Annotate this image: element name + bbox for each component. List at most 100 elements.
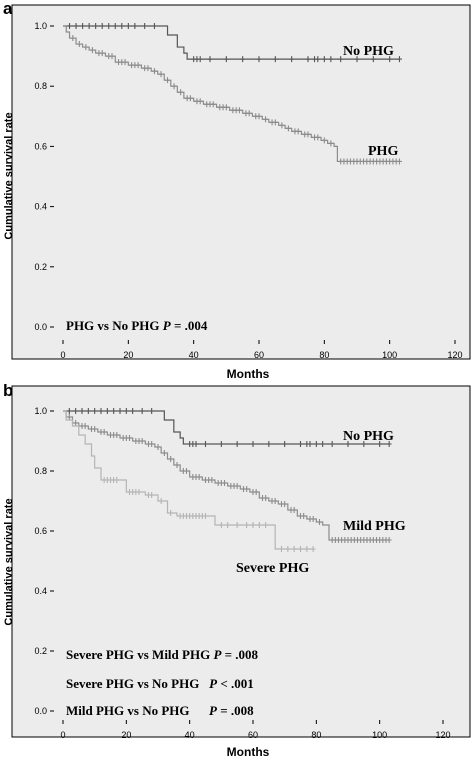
panel-b-series-no-phg-censor-mark: [386, 441, 392, 447]
panel-b-series-no-phg-line: [63, 410, 390, 445]
panel-a-series-phg-censor-mark: [285, 125, 291, 132]
panel-b-series-no-phg-censor-mark: [123, 408, 129, 414]
panel-a-series-no-phg-censor-mark: [112, 23, 118, 29]
panel-b-series-no-phg-censor-mark: [79, 408, 85, 414]
panel-b-series-severe-phg-censor-mark: [285, 546, 291, 552]
panel-a-series-no-phg-censor-mark: [396, 56, 402, 63]
panel-b-series-no-phg-censor-mark: [203, 441, 208, 447]
panel-b-series-severe-phg-censor-mark: [298, 546, 303, 552]
panel-b-series-no-phg-censor-mark: [329, 441, 335, 447]
panel-b-series-no-phg-censor-mark: [307, 441, 313, 447]
panel-a-series-no-phg-censor-mark: [370, 56, 376, 63]
panel-a-series-phg-censor-mark: [396, 158, 402, 165]
panel-a-x-tick-label: 120: [447, 350, 462, 360]
panel-b-series-no-phg-censor-mark: [98, 408, 104, 414]
panel-a-series-phg-censor-mark: [263, 116, 269, 123]
panel-b-series-mild-phg-censor-mark: [263, 495, 269, 501]
panel-b-series-mild-phg-censor-mark: [139, 438, 145, 444]
panel-b-annotation-2-suffix: < .001: [217, 676, 254, 691]
panel-a-x-tick-label: 0: [60, 350, 65, 360]
panel-b-series-mild-phg-censor-mark: [168, 456, 174, 462]
panel-a-series-phg-line: [63, 25, 400, 163]
panel-b-series-mild-phg-censor-mark: [209, 477, 215, 483]
panel-a-series-phg-censor-mark: [210, 101, 216, 108]
panel-a-series-phg-censor-mark: [89, 47, 95, 54]
panel-b-series-mild-phg-censor-mark: [161, 450, 167, 456]
panel-b-series-mild-phg-censor-mark: [114, 432, 120, 438]
panel-b-series-mild-phg-censor-mark: [301, 513, 307, 519]
panel-a-series-phg-censor-mark: [256, 113, 262, 120]
panel-b-series-severe-phg-censor-mark: [310, 546, 316, 552]
panel-b-series-no-phg-censor-mark: [117, 408, 123, 414]
panel-a-series-no-phg-censor-mark: [289, 56, 295, 63]
panel-a-x-tick-label: 60: [254, 350, 264, 360]
panel-b-annotation-1: Severe PHG vs Mild PHG P = .008: [66, 647, 259, 662]
panel-a-series-no-phg-censor-mark: [86, 23, 92, 29]
panel-b-series-no-phg-censor-mark: [282, 441, 288, 447]
panel-b-y-axis-label: Cumulative survival rate: [3, 498, 15, 625]
panel-a-series-label-phg: PHG: [368, 144, 398, 159]
panel-a-series-phg-censor-mark: [151, 68, 157, 75]
panel-b-series-mild-phg-censor-mark: [127, 435, 132, 441]
panel-a-series-phg-censor-mark: [145, 65, 151, 72]
panel-b-series-severe-phg-censor-mark: [279, 546, 284, 552]
panel-b-annotation-3-prefix: Mild PHG vs No PHG: [66, 703, 209, 718]
panel-b-series-mild-phg-censor-mark: [101, 429, 107, 435]
panel-a-annotation-p: P: [163, 318, 172, 333]
panel-a-y-tick-label: 0.4: [34, 202, 47, 212]
panel-b-series-mild-phg-censor-mark: [184, 468, 189, 474]
panel-b-series-no-phg-censor-mark: [345, 441, 351, 447]
panel-b-series-no-phg-censor-mark: [66, 408, 72, 414]
panel-a-series-no-phg-censor-mark: [67, 23, 73, 29]
panel-b-series-mild-phg-censor-mark: [66, 414, 72, 420]
panel-b-series-no-phg-censor-mark: [139, 408, 145, 414]
panel-a-y-tick-label: 0.2: [34, 262, 47, 272]
panel-a-series-no-phg-censor-mark: [240, 56, 246, 63]
panel-a-series-no-phg-censor-mark: [328, 56, 334, 63]
panel-b-series-mild-phg-censor-mark: [282, 501, 288, 507]
panel-b-series-severe-phg-censor-mark: [291, 546, 297, 552]
panel-a-series-no-phg-censor-mark: [256, 56, 262, 63]
panel-b-series-mild-phg-censor-mark: [317, 519, 322, 525]
panel-a-series-no-phg-censor-mark: [315, 56, 321, 63]
panel-b-annotation-2: Severe PHG vs No PHG P < .001: [66, 676, 254, 691]
panel-a-series-no-phg-censor-mark: [197, 56, 203, 63]
panel-a-y-tick-label: 0.0: [34, 322, 47, 332]
panel-b-y-tick-label: 0.2: [34, 646, 47, 656]
panel-b-annotation-3-suffix: = .008: [217, 703, 254, 718]
panel-b-series-no-phg-censor-mark: [218, 441, 224, 447]
panel-b-series-mild-phg-censor-mark: [291, 507, 297, 513]
panel-a-series-no-phg-censor-mark: [305, 56, 311, 63]
panel-b-x-tick-label: 20: [121, 730, 131, 740]
panel-b-series-mild-phg-censor-mark: [222, 480, 227, 486]
panel-a-y-tick-label: 0.6: [34, 141, 47, 151]
panel-a-series-no-phg-censor-mark: [125, 23, 131, 29]
panel-b-series-severe-phg-censor-mark: [203, 513, 208, 519]
panel-b-y-tick-label: 0.6: [34, 526, 47, 536]
panel-b-series-label-mild-phg: Mild PHG: [343, 519, 406, 534]
panel-b-series-mild-phg-censor-mark: [253, 489, 259, 495]
panel-a-x-tick-label: 40: [189, 350, 199, 360]
panel-b-series-mild-phg-censor-mark: [149, 441, 155, 447]
panel-a-series-no-phg-line: [63, 25, 400, 60]
panel-b-series-severe-phg-censor-mark: [234, 522, 240, 528]
panel-b-series-severe-phg-censor-mark: [114, 477, 120, 483]
panel-b-y-tick-label: 0.4: [34, 586, 47, 596]
panel-a-series-phg-censor-mark: [178, 89, 184, 96]
panel-a-series-phg-censor-mark: [187, 95, 193, 102]
panel-a-series-phg-censor-mark: [70, 35, 76, 42]
panel-a-y-axis-label: Cumulative survival rate: [3, 112, 15, 239]
panel-a-series-phg-censor-mark: [109, 53, 115, 60]
panel-a-y-tick-label: 0.8: [34, 81, 47, 91]
panel-a-series-label-no-phg: No PHG: [343, 44, 394, 59]
panel-b-series-no-phg-censor-mark: [377, 441, 383, 447]
panel-a-series-no-phg-censor-mark: [387, 56, 393, 63]
panel-a-series-no-phg-censor-mark: [106, 23, 112, 29]
panel-b-series-severe-phg-censor-mark: [256, 522, 262, 528]
panel-b-series-mild-phg-censor-mark: [82, 423, 88, 429]
panel-a-series-phg-censor-mark: [171, 83, 177, 90]
panel-a-series-no-phg-censor-mark: [321, 56, 327, 63]
panel-a-series-phg-censor-mark: [279, 122, 285, 129]
panel-b-annotation-2-p: P: [209, 676, 218, 691]
